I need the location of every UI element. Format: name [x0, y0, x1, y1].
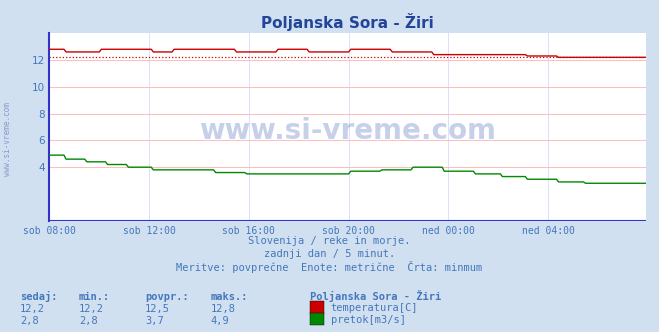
Text: Poljanska Sora - Žiri: Poljanska Sora - Žiri	[310, 290, 441, 302]
Text: 3,7: 3,7	[145, 316, 163, 326]
Text: 12,5: 12,5	[145, 304, 170, 314]
Text: www.si-vreme.com: www.si-vreme.com	[3, 103, 13, 176]
Text: Meritve: povprečne  Enote: metrične  Črta: minmum: Meritve: povprečne Enote: metrične Črta:…	[177, 261, 482, 273]
Text: temperatura[C]: temperatura[C]	[331, 303, 418, 313]
Title: Poljanska Sora - Žiri: Poljanska Sora - Žiri	[261, 13, 434, 31]
Text: www.si-vreme.com: www.si-vreme.com	[199, 117, 496, 145]
Text: 12,8: 12,8	[211, 304, 236, 314]
Text: 2,8: 2,8	[20, 316, 38, 326]
Text: maks.:: maks.:	[211, 292, 248, 302]
Text: 4,9: 4,9	[211, 316, 229, 326]
Text: pretok[m3/s]: pretok[m3/s]	[331, 315, 406, 325]
Text: povpr.:: povpr.:	[145, 292, 188, 302]
Text: sedaj:: sedaj:	[20, 291, 57, 302]
Text: 12,2: 12,2	[20, 304, 45, 314]
Text: Slovenija / reke in morje.: Slovenija / reke in morje.	[248, 236, 411, 246]
Text: min.:: min.:	[79, 292, 110, 302]
Text: zadnji dan / 5 minut.: zadnji dan / 5 minut.	[264, 249, 395, 259]
Text: 2,8: 2,8	[79, 316, 98, 326]
Text: 12,2: 12,2	[79, 304, 104, 314]
